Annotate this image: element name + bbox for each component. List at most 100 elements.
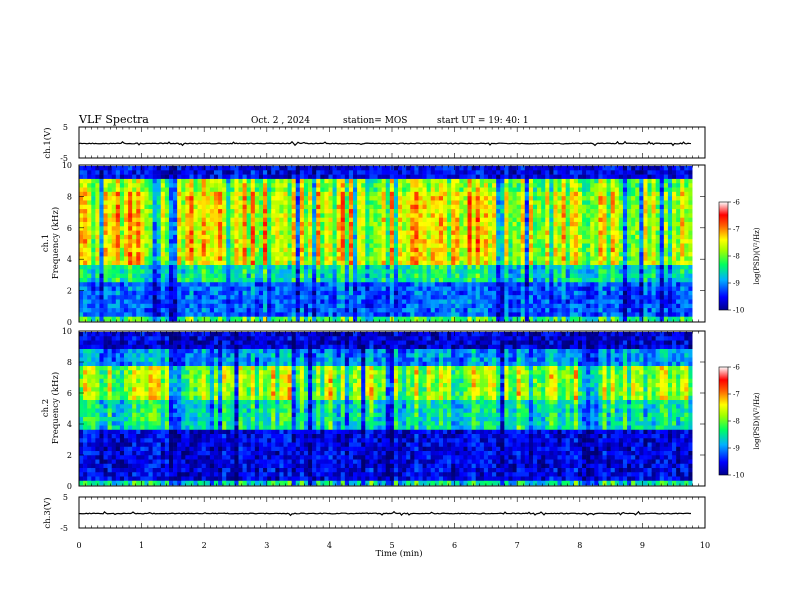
spectrogram-cell xyxy=(618,260,624,266)
spectrogram-cell xyxy=(332,166,337,171)
spectrogram-cell xyxy=(177,295,182,300)
spectrogram-cell xyxy=(324,286,329,292)
waveform-trace xyxy=(78,140,692,147)
spectrogram-cell xyxy=(573,260,579,266)
spectrogram-cell xyxy=(357,191,362,197)
spectrogram-cell xyxy=(369,178,374,184)
spectrogram-cell xyxy=(618,209,624,214)
spectrogram-cell xyxy=(308,295,313,300)
spectrogram-cell xyxy=(573,204,579,210)
spectrogram-cell xyxy=(586,243,591,249)
spectrogram-cell xyxy=(181,174,186,180)
spectrogram-cell xyxy=(471,260,477,266)
spectrogram-cell xyxy=(283,243,288,249)
spectrogram-cell xyxy=(389,243,395,249)
spectrogram-cell xyxy=(173,252,178,257)
spectrogram-cell xyxy=(565,277,571,283)
spectrogram-cell xyxy=(136,166,141,171)
spectrogram-cell xyxy=(123,303,129,309)
spectrogram-cell xyxy=(528,243,534,249)
spectrogram-cell xyxy=(528,265,534,270)
spectrogram-cell xyxy=(610,277,616,283)
spectrogram-cell xyxy=(508,303,513,309)
spectrogram-cell xyxy=(443,256,448,262)
spectrogram-cell xyxy=(537,239,542,244)
spectrogram-cell xyxy=(361,316,366,322)
spectrogram-cell xyxy=(369,252,374,257)
spectrogram-cell xyxy=(487,316,493,322)
spectrogram-cell xyxy=(123,316,129,322)
spectrogram-cell xyxy=(119,295,125,300)
spectrogram-cell xyxy=(528,170,534,175)
spectrogram-cell xyxy=(414,256,419,262)
spectrogram-cell xyxy=(242,299,247,305)
spectrogram-cell xyxy=(132,178,137,184)
spectrogram-cell xyxy=(99,239,104,244)
spectrogram-cell xyxy=(438,166,444,171)
spectrogram-cell xyxy=(594,265,599,270)
spectrogram-cell xyxy=(561,256,566,262)
spectrogram-cell xyxy=(205,239,211,244)
spectrogram-cell xyxy=(144,209,149,214)
spectrogram-cell xyxy=(283,312,288,317)
spectrogram-cell xyxy=(557,303,562,309)
spectrogram-cell xyxy=(467,295,472,300)
spectrogram-cell xyxy=(443,226,448,231)
spectrogram-cell xyxy=(602,196,607,201)
spectrogram-cell xyxy=(308,316,313,322)
spectrogram-cell xyxy=(496,303,501,309)
spectrogram-cell xyxy=(340,312,346,317)
spectrogram-cell xyxy=(361,265,366,270)
spectrogram-cell xyxy=(361,260,366,266)
spectrogram-cell xyxy=(561,174,566,180)
spectrogram-cell xyxy=(79,196,84,201)
spectrogram-cell xyxy=(426,183,432,188)
spectrogram-cell xyxy=(115,290,121,296)
spectrogram-cell xyxy=(430,273,436,279)
spectrogram-cell xyxy=(459,226,464,231)
spectrogram-cell xyxy=(434,260,440,266)
spectrogram-cell xyxy=(426,295,432,300)
spectrogram-cell xyxy=(381,243,387,249)
spectrogram-cell xyxy=(324,204,329,210)
spectrogram-cell xyxy=(582,256,587,262)
spectrogram-cell xyxy=(156,174,162,180)
spectrogram-cell xyxy=(541,187,546,193)
spectrogram-cell xyxy=(402,178,407,184)
spectrogram-cell xyxy=(197,286,202,292)
spectrogram-cell xyxy=(479,256,485,262)
spectrogram-cell xyxy=(324,174,329,180)
spectrogram-cell xyxy=(283,290,288,296)
spectrogram-cell xyxy=(287,252,292,257)
spectrogram-cell xyxy=(598,265,603,270)
spectrogram-cell xyxy=(577,166,583,171)
spectrogram-cell xyxy=(434,196,440,201)
spectrogram-cell xyxy=(185,308,190,313)
spectrogram-cell xyxy=(299,265,305,270)
spectrogram-cell xyxy=(238,290,243,296)
spectrogram-cell xyxy=(590,213,595,218)
spectrogram-cell xyxy=(238,295,243,300)
spectrogram-cell xyxy=(528,252,534,257)
spectrogram-cell xyxy=(434,221,440,227)
spectrogram-cell xyxy=(483,277,489,283)
spectrogram-cell xyxy=(275,295,280,300)
spectrogram-cell xyxy=(618,243,624,249)
spectrogram-cell xyxy=(365,265,370,270)
spectrogram-cell xyxy=(438,308,444,313)
spectrogram-cell xyxy=(393,277,399,283)
spectrogram-cell xyxy=(434,265,440,270)
spectrogram-cell xyxy=(434,316,440,322)
spectrogram-cell xyxy=(532,303,538,309)
spectrogram-cell xyxy=(353,252,358,257)
spectrogram-cell xyxy=(471,166,477,171)
spectrogram-cell xyxy=(87,213,92,218)
spectrogram-cell xyxy=(532,217,538,223)
spectrogram-cell xyxy=(164,286,170,292)
spectrogram-cell xyxy=(545,247,550,253)
spectrogram-cell xyxy=(414,234,419,240)
spectrogram-cell xyxy=(561,316,566,322)
spectrogram-cell xyxy=(123,174,129,180)
spectrogram-cell xyxy=(508,183,513,188)
spectrogram-cell xyxy=(389,200,395,206)
